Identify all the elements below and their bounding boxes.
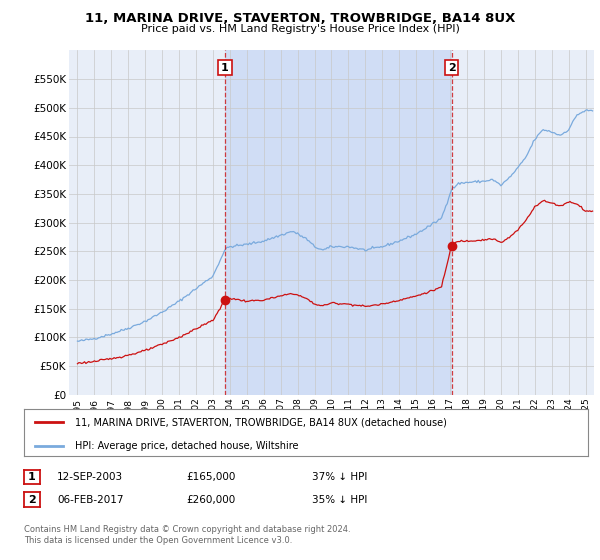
Bar [225,50,452,395]
Text: 11, MARINA DRIVE, STAVERTON, TROWBRIDGE, BA14 8UX (detached house): 11, MARINA DRIVE, STAVERTON, TROWBRIDGE,… [75,417,446,427]
Text: 37% ↓ HPI: 37% ↓ HPI [312,472,367,482]
Text: 35% ↓ HPI: 35% ↓ HPI [312,494,367,505]
Text: 06-FEB-2017: 06-FEB-2017 [57,494,124,505]
Text: £165,000: £165,000 [186,472,235,482]
Text: HPI: Average price, detached house, Wiltshire: HPI: Average price, detached house, Wilt… [75,441,298,451]
Text: Contains HM Land Registry data © Crown copyright and database right 2024.
This d: Contains HM Land Registry data © Crown c… [24,525,350,545]
Text: 1: 1 [28,472,35,482]
Text: 1: 1 [221,63,229,73]
Text: 11, MARINA DRIVE, STAVERTON, TROWBRIDGE, BA14 8UX: 11, MARINA DRIVE, STAVERTON, TROWBRIDGE,… [85,12,515,25]
Text: Price paid vs. HM Land Registry's House Price Index (HPI): Price paid vs. HM Land Registry's House … [140,24,460,34]
Text: 2: 2 [28,494,35,505]
Text: 2: 2 [448,63,455,73]
Text: 12-SEP-2003: 12-SEP-2003 [57,472,123,482]
Text: £260,000: £260,000 [186,494,235,505]
